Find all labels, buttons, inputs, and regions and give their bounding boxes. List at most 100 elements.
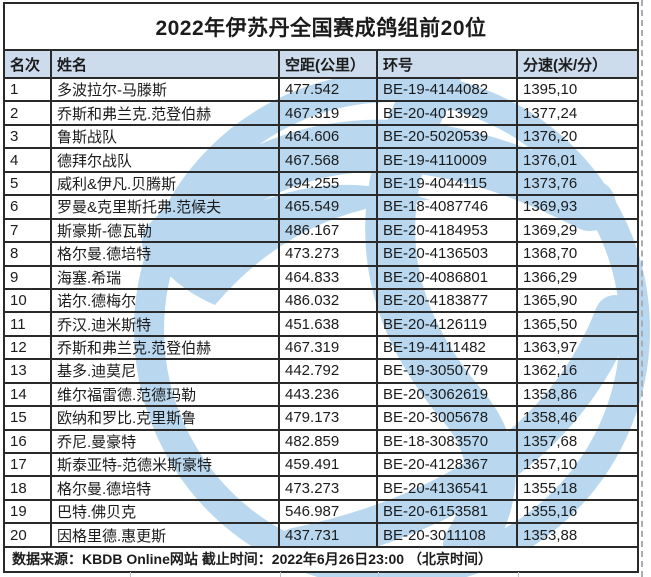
ring-cell: BE-20-6153581 — [378, 500, 518, 523]
ring-cell: BE-19-3050779 — [378, 360, 518, 382]
speed-cell: 1376,20 — [523, 128, 578, 146]
rank-cell: 1 — [5, 79, 52, 101]
table-row: 5 威利&伊凡.贝腾斯 494.255 BE-19-4044115 1373,7… — [5, 172, 637, 197]
distance-cell: 486.032 — [280, 289, 378, 312]
name-cell: 因格里德.惠更斯 — [52, 524, 280, 546]
speed-cell: 1357,68 — [523, 432, 578, 450]
table-body: 1 多波拉尔-马滕斯 477.542 BE-19-4144082 1395,10… — [5, 79, 637, 548]
speed-cell: 1353,88 — [523, 526, 578, 544]
rank-cell: 8 — [5, 243, 52, 265]
name-cell: 威利&伊凡.贝腾斯 — [52, 172, 280, 195]
table-row: 15 欧纳和罗比.克里斯鲁 479.173 BE-20-3005678 1358… — [5, 407, 637, 431]
speed-cell: 1357,10 — [523, 456, 578, 474]
speed-cell: 1369,29 — [523, 221, 578, 239]
table-row: 3 鲁斯战队 464.606 BE-20-5020539 1376,20 — [5, 125, 637, 150]
ring-cell: BE-20-4184953 — [378, 219, 518, 242]
table-row: 18 格尔曼.德培特 473.273 BE-20-4136541 1355,18 — [5, 477, 637, 501]
ring-cell: BE-20-3062619 — [378, 383, 518, 406]
name-cell: 诺尔.德梅尔 — [52, 289, 280, 312]
rank-cell: 17 — [5, 454, 52, 476]
table-row: 16 乔尼.曼豪特 482.859 BE-18-3083570 1357,68 — [5, 430, 637, 454]
gridline-stub — [518, 572, 519, 577]
distance-cell: 465.549 — [280, 196, 378, 218]
table-row: 17 斯泰亚特-范德米斯豪特 459.491 BE-20-4128367 135… — [5, 454, 637, 478]
rank-cell: 19 — [5, 500, 52, 523]
distance-cell: 464.606 — [280, 125, 378, 148]
column-header-speed: 分速(米/分） — [523, 56, 608, 74]
distance-cell: 443.236 — [280, 383, 378, 406]
name-cell: 格尔曼.德培特 — [52, 243, 280, 265]
speed-cell: 1366,29 — [523, 268, 578, 286]
speed-cell: 1358,86 — [523, 385, 578, 403]
name-cell: 多波拉尔-马滕斯 — [52, 79, 280, 101]
table-row: 9 海塞.希瑞 464.833 BE-20-4086801 1366,29 — [5, 266, 637, 290]
distance-cell: 464.833 — [280, 266, 378, 288]
speed-cell: 1395,10 — [523, 81, 578, 99]
distance-cell: 546.987 — [280, 500, 378, 523]
table-row: 13 基多.迪莫尼 442.792 BE-19-3050779 1362,16 — [5, 360, 637, 384]
distance-cell: 442.792 — [280, 360, 378, 382]
speed-cell: 1365,90 — [523, 292, 578, 310]
speed-cell: 1368,70 — [523, 245, 578, 263]
name-cell: 斯泰亚特-范德米斯豪特 — [52, 454, 280, 476]
rank-cell: 14 — [5, 383, 52, 406]
table-row: 8 格尔曼.德培特 473.273 BE-20-4136503 1368,70 — [5, 243, 637, 267]
ring-cell: BE-20-3005678 — [378, 407, 518, 429]
rank-cell: 9 — [5, 266, 52, 288]
speed-cell: 1355,16 — [523, 503, 578, 521]
table-row: 12 乔斯和弗兰克.范登伯赫 467.319 BE-19-4111482 136… — [5, 336, 637, 361]
name-cell: 维尔福雷德.范德玛勒 — [52, 383, 280, 406]
ring-cell: BE-20-4128367 — [378, 454, 518, 476]
name-cell: 巴特.佛贝克 — [52, 500, 280, 523]
table-row: 10 诺尔.德梅尔 486.032 BE-20-4183877 1365,90 — [5, 289, 637, 314]
distance-cell: 467.568 — [280, 149, 378, 171]
table-row: 1 多波拉尔-马滕斯 477.542 BE-19-4144082 1395,10 — [5, 79, 637, 103]
name-cell: 鲁斯战队 — [52, 125, 280, 148]
ring-cell: BE-20-4136541 — [378, 477, 518, 499]
name-cell: 乔尼.曼豪特 — [52, 430, 280, 452]
column-header-ring: 环号 — [378, 51, 518, 77]
speed-cell: 1376,01 — [523, 151, 578, 169]
speed-cell: 1363,97 — [523, 339, 578, 357]
speed-cell: 1373,76 — [523, 174, 578, 192]
distance-cell: 467.319 — [280, 336, 378, 359]
rank-cell: 20 — [5, 524, 52, 546]
name-cell: 欧纳和罗比.克里斯鲁 — [52, 407, 280, 429]
ring-cell: BE-18-4087746 — [378, 196, 518, 218]
speed-cell: 1362,16 — [523, 362, 578, 380]
ring-cell: BE-20-4013929 — [378, 102, 518, 124]
rank-cell: 5 — [5, 172, 52, 195]
distance-cell: 486.167 — [280, 219, 378, 242]
ring-cell: BE-20-4126119 — [378, 313, 518, 335]
rank-cell: 13 — [5, 360, 52, 382]
speed-cell: 1365,50 — [523, 315, 578, 333]
rank-cell: 10 — [5, 289, 52, 312]
distance-cell: 451.638 — [280, 313, 378, 335]
distance-cell: 473.273 — [280, 243, 378, 265]
distance-cell: 477.542 — [280, 79, 378, 101]
ring-cell: BE-20-4136503 — [378, 243, 518, 265]
distance-cell: 473.273 — [280, 477, 378, 499]
table-row: 6 罗曼&克里斯托弗.范候夫 465.549 BE-18-4087746 136… — [5, 196, 637, 220]
ring-cell: BE-20-3011108 — [378, 524, 518, 546]
rank-cell: 7 — [5, 219, 52, 242]
gridline-stub — [280, 572, 281, 577]
name-cell: 格尔曼.德培特 — [52, 477, 280, 499]
rank-cell: 3 — [5, 125, 52, 148]
table-header-row: 名次 姓名 空距(公里） 环号 分速(米/分） — [5, 51, 637, 79]
table-row: 14 维尔福雷德.范德玛勒 443.236 BE-20-3062619 1358… — [5, 383, 637, 408]
speed-cell: 1355,18 — [523, 479, 578, 497]
rank-cell: 11 — [5, 313, 52, 335]
ring-cell: BE-19-4144082 — [378, 79, 518, 101]
name-cell: 罗曼&克里斯托弗.范候夫 — [52, 196, 280, 218]
ring-cell: BE-19-4110009 — [378, 149, 518, 171]
table-row: 4 德拜尔战队 467.568 BE-19-4110009 1376,01 — [5, 149, 637, 173]
table-row: 19 巴特.佛贝克 546.987 BE-20-6153581 1355,16 — [5, 500, 637, 525]
ring-cell: BE-19-4111482 — [378, 336, 518, 359]
column-header-distance: 空距(公里） — [280, 51, 378, 77]
ring-cell: BE-20-5020539 — [378, 125, 518, 148]
distance-cell: 494.255 — [280, 172, 378, 195]
gridline-stub — [378, 572, 379, 577]
ring-cell: BE-19-4044115 — [378, 172, 518, 195]
